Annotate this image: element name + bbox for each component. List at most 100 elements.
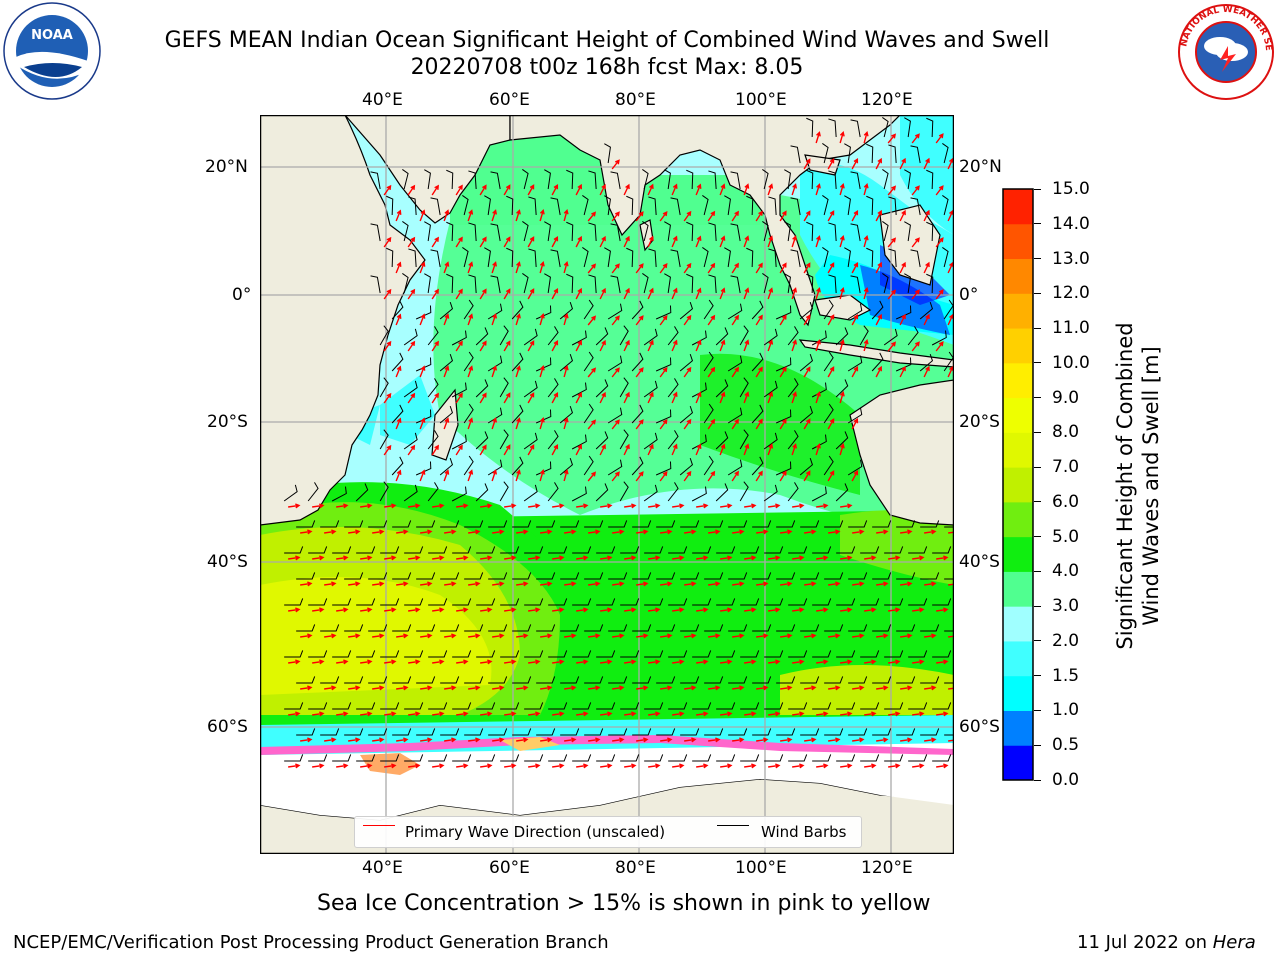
wind-barb — [487, 407, 503, 424]
wave-arrow — [852, 529, 865, 535]
wave-arrow — [563, 260, 569, 274]
wave-arrow — [695, 287, 702, 300]
wind-barb — [668, 598, 688, 606]
wave-arrow — [599, 287, 606, 300]
wind-barb — [584, 624, 604, 632]
wind-barb — [500, 650, 520, 658]
wind-barb — [284, 754, 304, 762]
wind-barb — [463, 351, 474, 372]
wave-arrow — [492, 581, 505, 587]
wave-arrow — [756, 581, 769, 587]
wind-barb — [368, 520, 388, 528]
wind-barb — [727, 407, 743, 424]
wave-arrow — [623, 183, 630, 196]
wave-arrow — [516, 581, 529, 587]
wave-arrow — [588, 581, 601, 587]
wind-barb — [655, 357, 672, 372]
wind-barb — [751, 456, 764, 476]
wave-arrow — [611, 315, 620, 326]
wave-arrow — [827, 314, 835, 326]
wave-arrow — [708, 581, 721, 587]
wave-arrow — [888, 711, 901, 717]
colorbar — [1002, 188, 1034, 781]
wind-barb — [572, 546, 592, 554]
wave-arrow — [611, 263, 620, 274]
wind-barb — [548, 546, 568, 554]
wind-barb — [620, 702, 640, 710]
wind-barb — [571, 382, 587, 398]
wind-barb — [828, 170, 837, 190]
wave-arrow — [791, 183, 797, 196]
wave-arrow — [828, 633, 841, 639]
wave-arrow — [707, 470, 716, 482]
wind-barb — [476, 546, 496, 554]
wind-barb — [806, 169, 814, 190]
wave-arrow — [720, 763, 733, 769]
wave-arrow — [768, 763, 781, 769]
wave-arrow — [708, 737, 721, 743]
wind-barb — [344, 572, 364, 580]
wind-barb — [768, 248, 777, 268]
wave-arrow — [720, 555, 733, 561]
wind-barb — [439, 405, 454, 424]
wind-barb — [866, 195, 874, 216]
wind-barb — [524, 754, 544, 762]
wind-barb — [715, 379, 729, 398]
wave-arrow — [576, 763, 589, 769]
wave-arrow — [527, 236, 535, 248]
lat-label-left-20n: 20°N — [205, 157, 248, 177]
wind-barb — [642, 221, 649, 242]
wave-arrow — [935, 237, 944, 248]
wave-arrow — [839, 131, 845, 144]
sea-ice-caption: Sea Ice Concentration > 15% is shown in … — [317, 891, 931, 916]
wind-barb — [824, 728, 844, 736]
colorbar-segment — [1003, 258, 1033, 294]
wind-barb — [910, 197, 921, 216]
wind-barb — [932, 754, 952, 762]
wind-barb — [408, 196, 417, 216]
wave-arrow — [924, 737, 937, 743]
wave-arrow — [600, 711, 613, 717]
colorbar-tick-label: 1.5 — [1052, 665, 1080, 686]
wave-arrow — [671, 443, 678, 456]
wind-barb — [926, 221, 934, 242]
wave-arrow — [887, 289, 897, 300]
wind-barb — [847, 459, 863, 476]
wave-arrow — [755, 262, 763, 274]
wave-arrow — [539, 469, 545, 482]
wave-arrow — [503, 236, 511, 248]
wind-barb — [392, 676, 412, 684]
wind-barb — [583, 455, 594, 476]
wind-barb — [784, 169, 791, 190]
wave-arrow — [539, 209, 545, 222]
wind-barb — [631, 404, 644, 424]
wind-barb — [559, 353, 574, 372]
wind-barb — [499, 481, 509, 502]
wind-barb — [692, 754, 712, 762]
wind-barb — [512, 520, 532, 528]
wave-arrow — [876, 633, 889, 639]
wind-barb — [596, 754, 616, 762]
wave-arrow — [528, 711, 541, 717]
wind-barb — [704, 728, 724, 736]
wind-barb — [908, 546, 928, 554]
wind-barb — [391, 300, 404, 320]
wind-barb — [559, 405, 574, 424]
wave-arrow — [935, 133, 944, 144]
wave-arrow — [755, 314, 763, 326]
wind-barb — [296, 520, 316, 528]
wind-barb — [430, 249, 441, 268]
wind-barb — [656, 676, 676, 684]
wind-barb — [392, 624, 412, 632]
wind-barb — [728, 520, 748, 528]
wind-barb — [595, 379, 609, 398]
wind-barb — [368, 624, 388, 632]
wave-arrow — [876, 581, 889, 587]
wind-barb — [463, 455, 474, 476]
wind-barb — [452, 546, 472, 554]
wind-barb — [528, 248, 537, 268]
colorbar-segment — [1003, 536, 1033, 572]
wave-arrow — [552, 503, 565, 509]
colorbar-tick-label: 7.0 — [1052, 457, 1080, 478]
wind-barb — [356, 754, 376, 762]
